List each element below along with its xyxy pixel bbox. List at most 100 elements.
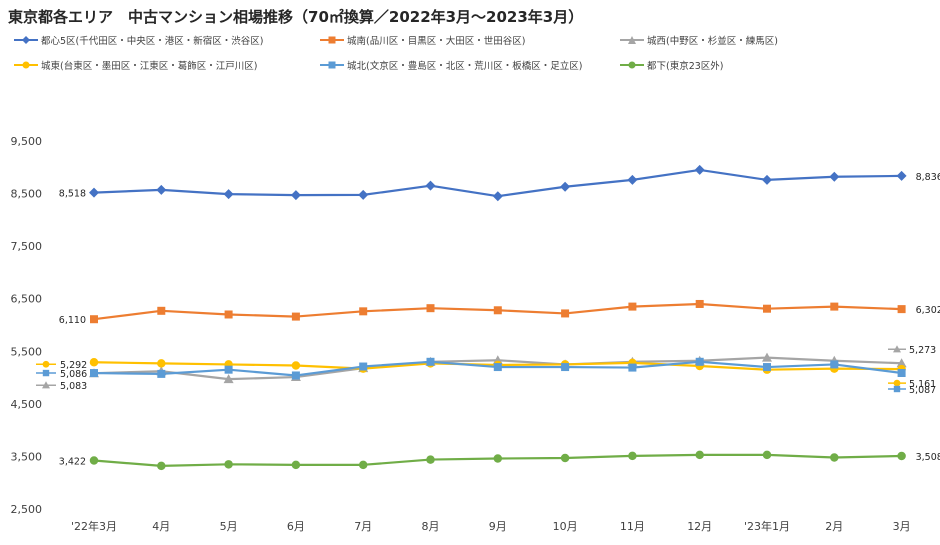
data-point-marker xyxy=(893,385,901,393)
data-point-marker xyxy=(291,460,301,470)
data-point-marker xyxy=(291,371,300,380)
data-point-marker xyxy=(897,305,906,314)
data-point-marker xyxy=(492,191,503,202)
data-point-marker xyxy=(695,450,704,460)
data-label-end: 8,836 xyxy=(916,172,940,183)
data-point-marker xyxy=(695,299,704,308)
data-point-marker xyxy=(830,453,839,462)
data-label-end: 5,087 xyxy=(909,385,936,396)
data-point-marker xyxy=(896,170,907,181)
data-point-marker xyxy=(829,171,840,182)
data-label-start: 3,422 xyxy=(59,457,86,468)
chart-title: 東京都各エリア 中古マンション相場推移（70㎡換算／2022年3月〜2023年3… xyxy=(8,8,584,26)
data-label-end: 5,161 xyxy=(909,379,936,390)
data-point-marker xyxy=(426,357,435,366)
data-point-marker xyxy=(830,302,839,311)
data-point-marker xyxy=(560,453,570,463)
data-point-marker xyxy=(830,360,839,369)
data-point-marker xyxy=(763,304,771,313)
data-point-marker xyxy=(358,460,368,470)
data-point-marker xyxy=(628,363,637,372)
legend-item-jonan: 城南(品川区・目黒区・大田区・世田谷区) xyxy=(320,33,525,47)
legend-label: 都心5区(千代田区・中央区・港区・新宿区・渋谷区) xyxy=(41,36,264,47)
data-point-marker xyxy=(291,361,301,370)
data-label-start: 5,086 xyxy=(60,369,87,380)
legend-item-toshin5: 都心5区(千代田区・中央区・港区・新宿区・渋谷区) xyxy=(14,33,263,47)
legend-item-josai: 城西(中野区・杉並区・練馬区) xyxy=(620,33,778,47)
data-point-marker xyxy=(493,306,502,315)
data-point-marker xyxy=(224,460,233,469)
data-point-marker xyxy=(893,379,901,387)
data-label-end: 3,508 xyxy=(916,452,940,463)
x-tick-label: 7月 xyxy=(354,520,372,533)
x-tick-label: 2月 xyxy=(825,520,843,533)
data-label-end: 5,273 xyxy=(909,345,936,356)
data-label-start: 5,083 xyxy=(60,381,87,392)
data-point-marker xyxy=(893,345,901,353)
data-point-marker xyxy=(762,352,772,362)
data-point-marker xyxy=(223,189,234,200)
legend-marker-square-icon xyxy=(320,36,344,44)
data-point-marker xyxy=(90,369,98,378)
legend-marker-triangle-icon xyxy=(620,36,644,44)
data-point-marker xyxy=(89,456,99,465)
data-point-marker xyxy=(224,310,233,319)
legend-label: 城南(品川区・目黒区・大田区・世田谷区) xyxy=(347,36,526,47)
data-point-marker xyxy=(627,174,638,185)
legend-marker-square-icon xyxy=(320,61,344,69)
data-label-end: 6,302 xyxy=(916,305,940,316)
data-point-marker xyxy=(157,461,166,471)
x-tick-label: 8月 xyxy=(422,520,440,533)
x-tick-label: 12月 xyxy=(687,520,712,533)
data-point-marker xyxy=(290,190,301,201)
data-point-marker xyxy=(359,307,368,316)
data-point-marker xyxy=(90,315,98,324)
data-point-marker xyxy=(493,363,502,372)
x-tick-label: 11月 xyxy=(620,520,645,533)
legend-item-johoku: 城北(文京区・豊島区・北区・荒川区・板橋区・足立区) xyxy=(320,58,582,72)
data-point-marker xyxy=(223,374,234,384)
data-label-start: 6,110 xyxy=(59,315,86,326)
y-tick-label: 2,500 xyxy=(11,503,43,516)
data-point-marker xyxy=(561,309,570,318)
x-tick-label: 10月 xyxy=(553,520,578,533)
legend-label: 城西(中野区・杉並区・練馬区) xyxy=(647,36,778,47)
data-point-marker xyxy=(156,184,167,195)
data-point-marker xyxy=(42,369,50,377)
x-tick-label: 9月 xyxy=(489,520,507,533)
data-point-marker xyxy=(897,368,906,377)
legend-item-joto: 城東(台東区・墨田区・江東区・葛飾区・江戸川区) xyxy=(14,58,257,72)
data-point-marker xyxy=(89,357,99,367)
data-point-marker xyxy=(628,302,637,311)
legend-label: 城北(文京区・豊島区・北区・荒川区・板橋区・足立区) xyxy=(347,61,583,72)
data-point-marker xyxy=(157,359,166,368)
data-point-marker xyxy=(762,174,772,185)
legend-marker-circle-icon xyxy=(620,61,644,69)
y-tick-label: 4,500 xyxy=(11,398,43,411)
legend-marker-circle-icon xyxy=(14,61,38,69)
y-tick-label: 5,500 xyxy=(11,345,43,358)
x-tick-label: '23年1月 xyxy=(744,519,790,533)
data-point-marker xyxy=(224,365,233,374)
data-point-marker xyxy=(89,187,99,198)
data-point-marker xyxy=(42,381,50,389)
x-tick-label: 4月 xyxy=(152,520,170,533)
data-point-marker xyxy=(896,358,907,368)
data-label-start: 5,292 xyxy=(60,360,87,371)
data-point-marker xyxy=(157,369,166,378)
x-tick-label: 6月 xyxy=(287,520,305,533)
legend-item-toka: 都下(東京23区外) xyxy=(620,58,724,72)
data-point-marker xyxy=(560,181,571,192)
x-tick-label: '22年3月 xyxy=(71,519,117,533)
data-point-marker xyxy=(426,304,435,313)
y-tick-label: 7,500 xyxy=(11,240,43,253)
data-point-marker xyxy=(358,189,369,200)
legend-label: 城東(台東区・墨田区・江東区・葛飾区・江戸川区) xyxy=(41,61,258,72)
y-tick-label: 8,500 xyxy=(11,188,43,201)
data-point-marker xyxy=(291,312,300,321)
data-point-marker xyxy=(157,306,166,315)
x-tick-label: 5月 xyxy=(220,520,238,533)
legend-marker-diamond-icon xyxy=(14,36,38,44)
data-point-marker xyxy=(42,360,50,368)
